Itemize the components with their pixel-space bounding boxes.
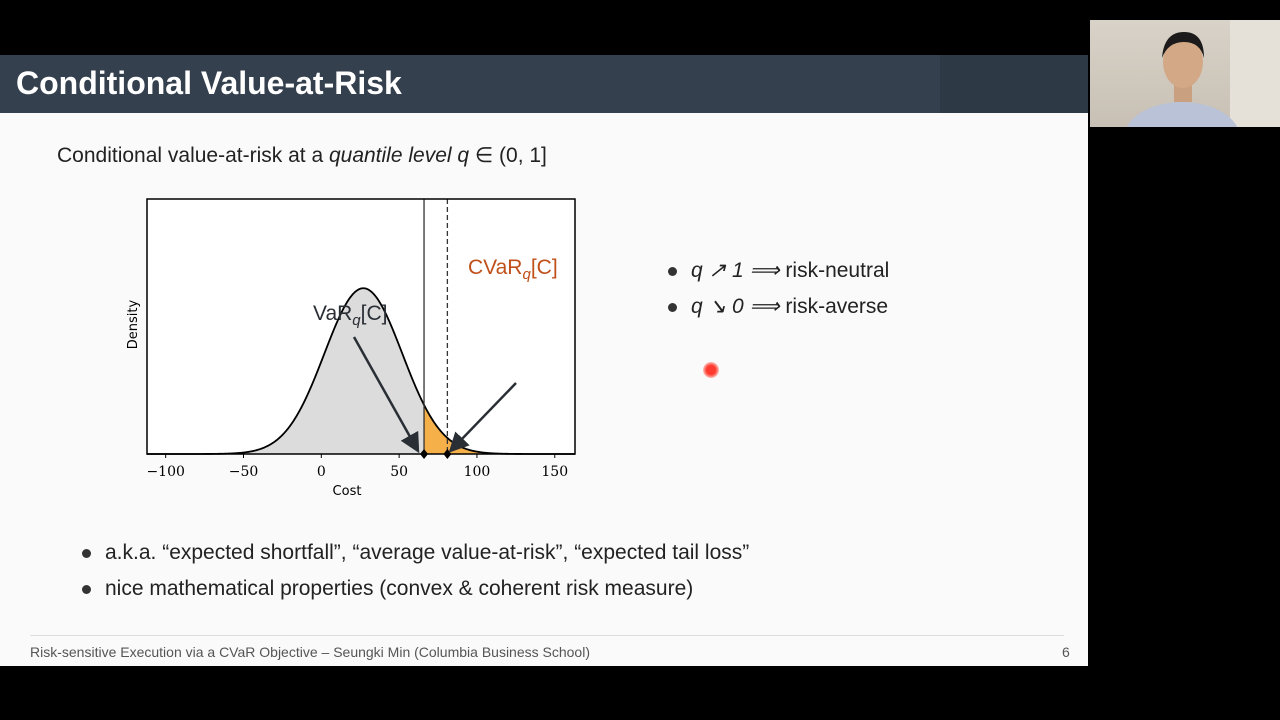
webcam-video — [1090, 20, 1280, 127]
bullet-icon — [668, 302, 677, 312]
cvar-arrow — [448, 382, 517, 453]
bullet-icon — [668, 266, 677, 276]
x-tick-label: 0 — [317, 464, 326, 480]
y-axis-label: Density — [126, 299, 141, 349]
slide-header: Conditional Value-at-Risk — [0, 55, 1088, 113]
tail-area — [424, 404, 575, 454]
intro-text: Conditional value-at-risk at a quantile … — [57, 144, 547, 167]
footer-text: Risk-sensitive Execution via a CVaR Obje… — [30, 644, 590, 660]
x-tick-label: 100 — [464, 464, 491, 480]
x-tick-label: −100 — [146, 464, 184, 480]
presenter-image — [1126, 20, 1280, 127]
x-axis-label: Cost — [333, 484, 362, 499]
bottom-bullet: a.k.a. “expected shortfall”, “average va… — [82, 541, 749, 565]
x-tick-label: 50 — [390, 464, 408, 480]
plot-frame — [146, 198, 576, 455]
right-bullet: q ↘ 0 ⟹ risk-averse — [668, 294, 888, 319]
laser-pointer-icon — [703, 362, 719, 378]
right-bullet: q ↗ 1 ⟹ risk-neutral — [668, 258, 889, 283]
slide-title: Conditional Value-at-Risk — [16, 65, 402, 101]
footer-divider — [30, 635, 1064, 636]
slide: Conditional Value-at-Risk Conditional va… — [0, 55, 1088, 666]
cvar-label: CVaRq[C] — [468, 256, 558, 283]
bottom-bullet: nice mathematical properties (convex & c… — [82, 577, 693, 601]
var-arrow — [352, 336, 420, 454]
value-marker — [420, 449, 429, 459]
bullet-icon — [82, 548, 91, 558]
bullet-icon — [82, 584, 91, 594]
x-tick-label: −50 — [229, 464, 259, 480]
page-number: 6 — [1062, 644, 1070, 660]
x-tick-label: 150 — [541, 464, 568, 480]
density-chart: −100 −50 0 50 100 150 Cost Density VaRq[C] CVaRq[… — [126, 198, 576, 499]
body-area — [147, 288, 425, 454]
var-label: VaRq[C] — [313, 302, 387, 329]
